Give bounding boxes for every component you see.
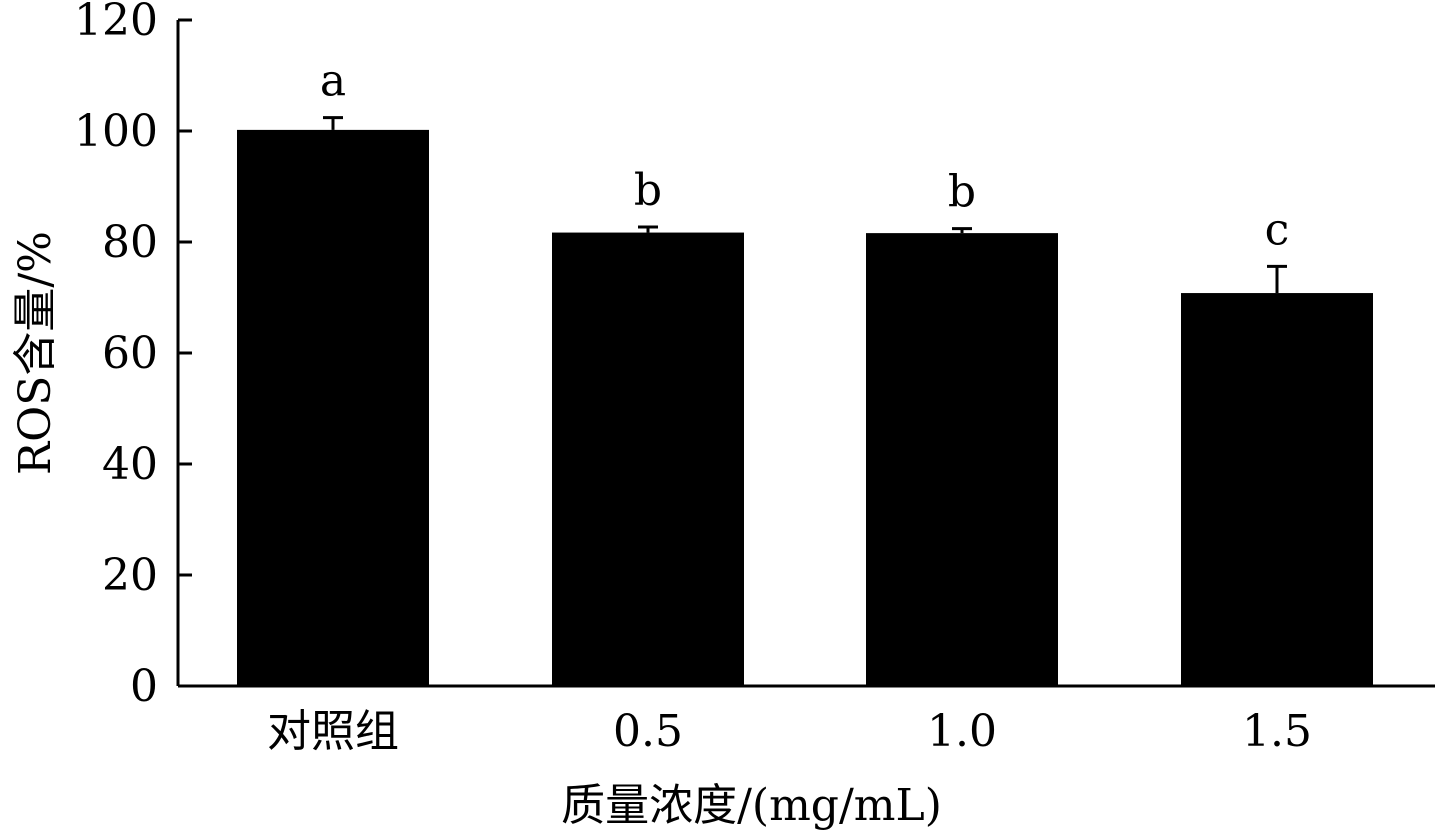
bar-0: [237, 129, 429, 686]
y-tick-label: 100: [74, 106, 158, 157]
y-tick-label: 0: [130, 661, 158, 712]
category-label-3: 1.5: [1242, 706, 1312, 757]
y-tick-label: 20: [102, 550, 158, 601]
significance-labels: a b b c: [320, 56, 1289, 256]
significance-label-1: b: [634, 165, 662, 216]
bars: [237, 129, 1373, 686]
significance-label-2: b: [948, 167, 976, 218]
x-axis-category-labels: 对照组 0.5 1.0 1.5: [267, 706, 1312, 757]
y-tick-label: 120: [74, 0, 158, 46]
category-label-0: 对照组: [267, 706, 399, 757]
bar-1: [552, 232, 744, 686]
bar-3: [1181, 293, 1373, 686]
category-label-1: 0.5: [613, 706, 683, 757]
significance-label-0: a: [320, 56, 346, 107]
y-tick-label: 40: [102, 439, 158, 490]
category-label-2: 1.0: [927, 706, 997, 757]
error-bars: [323, 116, 1287, 294]
y-axis-ticks: 0 20 40 60 80 100 120: [74, 0, 192, 712]
significance-label-3: c: [1265, 204, 1290, 255]
y-tick-label: 60: [102, 328, 158, 379]
x-axis-title: 质量浓度/(mg/mL): [561, 780, 942, 831]
bar-2: [866, 233, 1058, 686]
y-axis-title: ROS含量/%: [10, 231, 61, 475]
y-tick-label: 80: [102, 217, 158, 268]
